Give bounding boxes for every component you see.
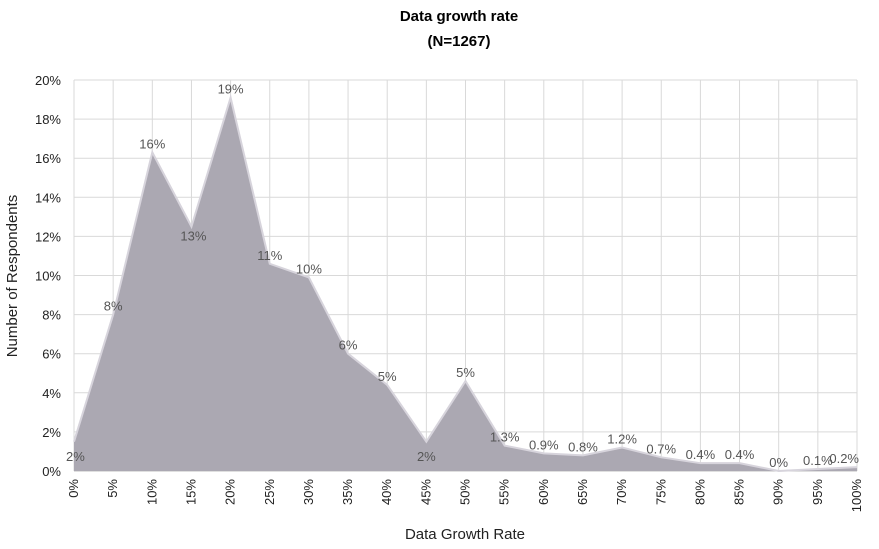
y-tick-label: 6% [42,347,61,362]
x-tick-label: 55% [497,479,512,505]
x-tick-label: 10% [144,479,159,505]
x-tick-label: 80% [692,479,707,505]
data-label: 2% [417,449,436,464]
x-tick-label: 40% [379,479,394,505]
data-label: 0.9% [529,437,559,452]
data-labels: 2% 8% 16% 13% 19% 11% 10% 6% 5% 2% 5% 1.3% 0.9% 0.8% 1… [66,82,859,470]
data-label: 0% [769,455,788,470]
y-axis-title: Number of Respondents [4,195,21,358]
x-tick-label: 35% [340,479,355,505]
data-label: 1.2% [607,432,637,447]
x-tick-label: 0% [66,479,81,498]
x-tick-label: 20% [223,479,238,505]
area-series [73,93,858,473]
x-tick-label: 70% [614,479,629,505]
area-fill [74,97,857,471]
data-label: 0.8% [568,439,598,454]
x-tick-label: 65% [575,479,590,505]
chart-subtitle: (N=1267) [428,33,491,50]
y-tick-label: 18% [35,112,61,127]
x-tick-label: 95% [810,479,825,505]
x-tick-label: 85% [732,479,747,505]
y-tick-label: 10% [35,269,61,284]
data-label: 2% [66,449,85,464]
x-tick-label: 15% [183,479,198,505]
data-label: 5% [456,365,475,380]
y-tick-label: 4% [42,386,61,401]
data-label: 0.4% [725,447,755,462]
x-axis-ticks: 0% 5% 10% 15% 20% 25% 30% 35% 40% 45% 50% 55% 60% 65%… [66,479,864,513]
y-tick-label: 16% [35,151,61,166]
y-tick-label: 2% [42,425,61,440]
x-axis-title: Data Growth Rate [405,526,525,543]
data-label: 16% [139,136,165,151]
data-label: 5% [378,369,397,384]
y-tick-label: 8% [42,308,61,323]
x-tick-label: 75% [653,479,668,505]
x-tick-label: 100% [849,479,864,513]
data-label: 8% [104,299,123,314]
area-line [73,93,858,473]
data-label: 0.7% [646,441,676,456]
x-tick-label: 45% [418,479,433,505]
x-tick-label: 50% [458,479,473,505]
data-label: 11% [257,248,282,263]
data-label: 10% [296,261,322,276]
y-tick-label: 14% [35,190,61,205]
y-axis-ticks: 0% 2% 4% 6% 8% 10% 12% 14% 16% 18% 20% [35,73,61,479]
x-tick-label: 30% [301,479,316,505]
data-label: 13% [180,229,206,244]
chart-title: Data growth rate [400,8,518,25]
y-tick-label: 12% [35,229,61,244]
y-tick-label: 20% [35,73,61,88]
data-label: 1.3% [490,430,520,445]
x-tick-label: 60% [536,479,551,505]
x-tick-label: 90% [771,479,786,505]
data-label: 0.2% [829,451,859,466]
data-label: 0.4% [686,447,716,462]
x-tick-label: 5% [105,479,120,498]
data-label: 6% [339,338,358,353]
y-tick-label: 0% [42,464,61,479]
data-label: 19% [218,82,244,97]
x-tick-label: 25% [262,479,277,505]
data-label: 0.1% [803,453,833,468]
